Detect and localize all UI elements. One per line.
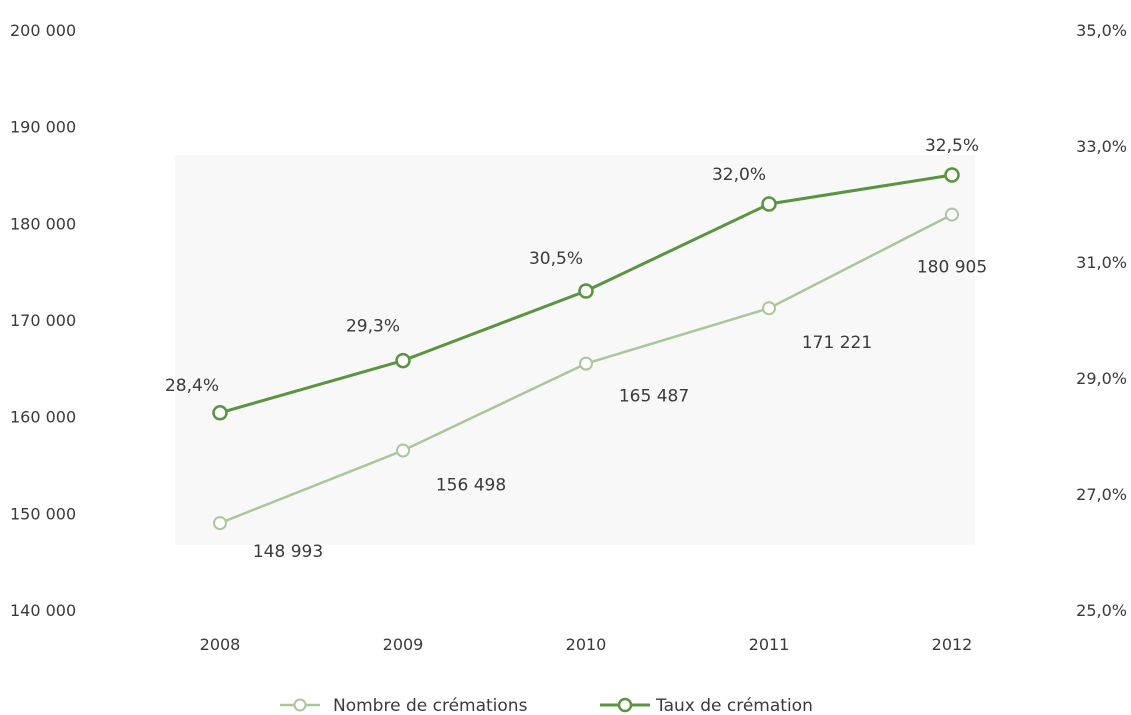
left-tick-label: 190 000	[10, 118, 76, 137]
legend-marker-nombre	[293, 698, 307, 712]
legend: Nombre de crémations Taux de crémation	[280, 696, 813, 715]
legend-marker-taux	[617, 697, 633, 713]
right-tick-label: 29,0%	[1076, 369, 1127, 388]
right-tick-label: 33,0%	[1076, 137, 1127, 156]
right-tick-label: 25,0%	[1076, 601, 1127, 620]
point-taux	[578, 283, 594, 299]
legend-label-taux: Taux de crémation	[655, 696, 813, 715]
data-label-taux: 32,0%	[712, 165, 766, 185]
x-axis-ticks: 2008 2009 2010 2011 2012	[200, 635, 973, 654]
point-taux	[395, 352, 411, 369]
left-tick-label: 160 000	[10, 408, 76, 427]
x-tick-label: 2008	[200, 635, 241, 654]
left-tick-label: 150 000	[10, 504, 76, 523]
point-taux	[761, 196, 777, 212]
right-axis-ticks: 35,0% 33,0% 31,0% 29,0% 27,0% 25,0%	[1076, 21, 1127, 620]
data-label-taux: 30,5%	[529, 249, 583, 269]
x-tick-label: 2011	[749, 635, 790, 654]
point-nombre	[945, 207, 959, 222]
data-label-nombre: 156 498	[436, 476, 506, 496]
left-tick-label: 140 000	[10, 601, 76, 620]
data-label-nombre: 148 993	[253, 542, 323, 562]
x-tick-label: 2009	[383, 635, 424, 654]
left-tick-label: 180 000	[10, 214, 76, 233]
point-nombre	[579, 356, 593, 371]
data-label-taux: 29,3%	[346, 317, 400, 337]
point-nombre	[762, 301, 776, 316]
right-tick-label: 35,0%	[1076, 21, 1127, 40]
x-tick-label: 2012	[932, 635, 973, 654]
point-nombre	[213, 516, 227, 531]
plot-background	[175, 155, 975, 545]
data-label-nombre: 171 221	[802, 333, 872, 353]
data-label-nombre: 165 487	[619, 387, 689, 407]
point-nombre	[396, 443, 410, 458]
data-label-nombre: 180 905	[917, 258, 987, 278]
left-axis-ticks: 200 000 190 000 180 000 170 000 160 000 150 0…	[10, 21, 76, 620]
left-tick-label: 170 000	[10, 311, 76, 330]
left-tick-label: 200 000	[10, 21, 76, 40]
legend-label-nombre: Nombre de crémations	[333, 696, 528, 715]
point-taux	[944, 167, 960, 183]
data-label-taux: 32,5%	[925, 136, 979, 156]
x-tick-label: 2010	[566, 635, 607, 654]
data-label-taux: 28,4%	[165, 376, 219, 396]
series-layer: 148 993 156 498 165 487 171 221 180 905 28,4%…	[165, 136, 987, 562]
right-tick-label: 31,0%	[1076, 253, 1127, 272]
point-taux	[212, 405, 228, 421]
right-tick-label: 27,0%	[1076, 485, 1127, 504]
